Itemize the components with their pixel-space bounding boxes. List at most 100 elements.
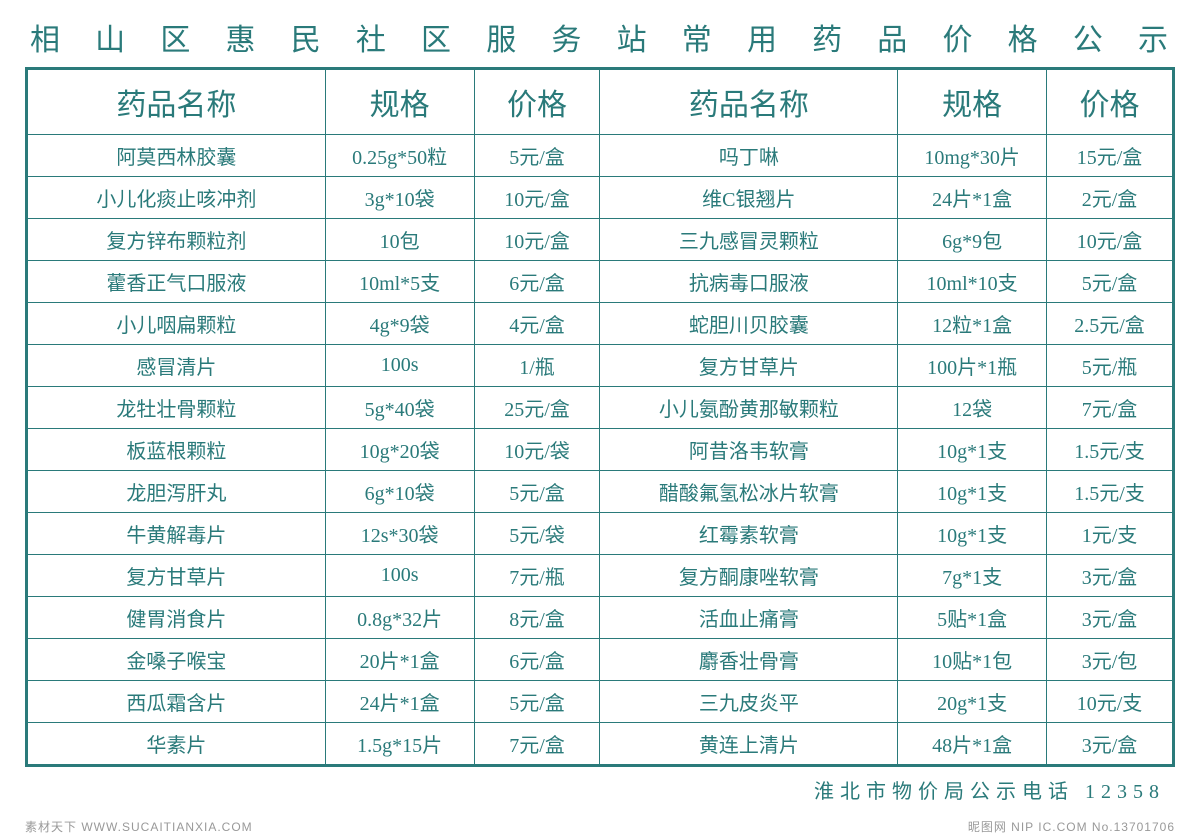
table-row: 阿莫西林胶囊0.25g*50粒5元/盒吗丁啉10mg*30片15元/盒 (28, 135, 1173, 177)
cell-price-right: 2元/盒 (1047, 177, 1173, 219)
cell-name-right: 醋酸氟氢松冰片软膏 (600, 471, 898, 513)
cell-price-right: 3元/盒 (1047, 723, 1173, 765)
table-row: 小儿咽扁颗粒4g*9袋4元/盒蛇胆川贝胶囊12粒*1盒2.5元/盒 (28, 303, 1173, 345)
cell-price-left: 10元/袋 (474, 429, 600, 471)
table-row: 龙牡壮骨颗粒5g*40袋25元/盒小儿氨酚黄那敏颗粒12袋7元/盒 (28, 387, 1173, 429)
cell-spec-left: 0.8g*32片 (325, 597, 474, 639)
cell-price-right: 3元/盒 (1047, 597, 1173, 639)
cell-name-right: 吗丁啉 (600, 135, 898, 177)
cell-price-right: 10元/支 (1047, 681, 1173, 723)
header-spec-right: 规格 (898, 70, 1047, 135)
cell-price-right: 1.5元/支 (1047, 471, 1173, 513)
watermark-left: 素材天下 WWW.SUCAITIANXIA.COM (25, 818, 253, 835)
cell-spec-left: 6g*10袋 (325, 471, 474, 513)
cell-name-right: 三九感冒灵颗粒 (600, 219, 898, 261)
cell-price-right: 3元/盒 (1047, 555, 1173, 597)
table-body: 阿莫西林胶囊0.25g*50粒5元/盒吗丁啉10mg*30片15元/盒小儿化痰止… (28, 135, 1173, 765)
cell-price-right: 3元/包 (1047, 639, 1173, 681)
cell-spec-right: 100片*1瓶 (898, 345, 1047, 387)
cell-name-left: 藿香正气口服液 (28, 261, 326, 303)
cell-spec-left: 10包 (325, 219, 474, 261)
cell-price-left: 8元/盒 (474, 597, 600, 639)
table-row: 西瓜霜含片24片*1盒5元/盒三九皮炎平20g*1支10元/支 (28, 681, 1173, 723)
cell-price-left: 6元/盒 (474, 639, 600, 681)
cell-name-left: 龙胆泻肝丸 (28, 471, 326, 513)
cell-name-right: 抗病毒口服液 (600, 261, 898, 303)
cell-name-right: 麝香壮骨膏 (600, 639, 898, 681)
cell-spec-left: 3g*10袋 (325, 177, 474, 219)
cell-price-right: 10元/盒 (1047, 219, 1173, 261)
cell-price-left: 7元/盒 (474, 723, 600, 765)
table-row: 小儿化痰止咳冲剂3g*10袋10元/盒维C银翘片24片*1盒2元/盒 (28, 177, 1173, 219)
cell-price-left: 10元/盒 (474, 177, 600, 219)
cell-name-left: 牛黄解毒片 (28, 513, 326, 555)
cell-spec-right: 6g*9包 (898, 219, 1047, 261)
cell-name-right: 复方甘草片 (600, 345, 898, 387)
cell-spec-right: 12粒*1盒 (898, 303, 1047, 345)
cell-name-left: 小儿咽扁颗粒 (28, 303, 326, 345)
cell-spec-left: 12s*30袋 (325, 513, 474, 555)
cell-name-right: 黄连上清片 (600, 723, 898, 765)
cell-spec-right: 10g*1支 (898, 429, 1047, 471)
cell-price-left: 7元/瓶 (474, 555, 600, 597)
watermark-right: 昵图网 NIP IC.COM No.13701706 (968, 818, 1175, 835)
cell-name-left: 阿莫西林胶囊 (28, 135, 326, 177)
cell-spec-right: 10g*1支 (898, 471, 1047, 513)
cell-spec-left: 5g*40袋 (325, 387, 474, 429)
cell-price-left: 1/瓶 (474, 345, 600, 387)
cell-spec-right: 5贴*1盒 (898, 597, 1047, 639)
cell-price-left: 5元/盒 (474, 471, 600, 513)
table-row: 健胃消食片0.8g*32片8元/盒活血止痛膏5贴*1盒3元/盒 (28, 597, 1173, 639)
header-name-left: 药品名称 (28, 70, 326, 135)
price-table: 药品名称 规格 价格 药品名称 规格 价格 阿莫西林胶囊0.25g*50粒5元/… (27, 69, 1173, 765)
table-row: 复方甘草片100s7元/瓶复方酮康唑软膏7g*1支3元/盒 (28, 555, 1173, 597)
table-header-row: 药品名称 规格 价格 药品名称 规格 价格 (28, 70, 1173, 135)
cell-price-right: 1.5元/支 (1047, 429, 1173, 471)
cell-spec-left: 1.5g*15片 (325, 723, 474, 765)
cell-name-left: 复方锌布颗粒剂 (28, 219, 326, 261)
cell-spec-left: 10ml*5支 (325, 261, 474, 303)
cell-spec-right: 24片*1盒 (898, 177, 1047, 219)
cell-name-right: 复方酮康唑软膏 (600, 555, 898, 597)
table-row: 龙胆泻肝丸6g*10袋5元/盒醋酸氟氢松冰片软膏10g*1支1.5元/支 (28, 471, 1173, 513)
cell-name-right: 蛇胆川贝胶囊 (600, 303, 898, 345)
footer-text: 淮北市物价局公示电话 12358 (25, 775, 1175, 804)
cell-spec-left: 20片*1盒 (325, 639, 474, 681)
cell-name-left: 健胃消食片 (28, 597, 326, 639)
header-name-right: 药品名称 (600, 70, 898, 135)
header-price-left: 价格 (474, 70, 600, 135)
cell-name-left: 华素片 (28, 723, 326, 765)
cell-name-right: 维C银翘片 (600, 177, 898, 219)
cell-spec-left: 24片*1盒 (325, 681, 474, 723)
header-spec-left: 规格 (325, 70, 474, 135)
cell-price-left: 5元/盒 (474, 681, 600, 723)
table-row: 复方锌布颗粒剂10包10元/盒三九感冒灵颗粒6g*9包10元/盒 (28, 219, 1173, 261)
cell-name-left: 西瓜霜含片 (28, 681, 326, 723)
table-row: 华素片1.5g*15片7元/盒黄连上清片48片*1盒3元/盒 (28, 723, 1173, 765)
cell-spec-right: 20g*1支 (898, 681, 1047, 723)
cell-spec-left: 100s (325, 345, 474, 387)
cell-price-left: 10元/盒 (474, 219, 600, 261)
cell-spec-right: 10g*1支 (898, 513, 1047, 555)
cell-name-left: 龙牡壮骨颗粒 (28, 387, 326, 429)
cell-price-right: 1元/支 (1047, 513, 1173, 555)
cell-price-left: 25元/盒 (474, 387, 600, 429)
cell-name-right: 活血止痛膏 (600, 597, 898, 639)
cell-name-left: 板蓝根颗粒 (28, 429, 326, 471)
cell-name-right: 小儿氨酚黄那敏颗粒 (600, 387, 898, 429)
cell-spec-right: 48片*1盒 (898, 723, 1047, 765)
cell-price-right: 5元/盒 (1047, 261, 1173, 303)
cell-price-right: 15元/盒 (1047, 135, 1173, 177)
cell-name-left: 感冒清片 (28, 345, 326, 387)
cell-spec-right: 12袋 (898, 387, 1047, 429)
cell-price-right: 2.5元/盒 (1047, 303, 1173, 345)
table-row: 感冒清片100s1/瓶复方甘草片100片*1瓶5元/瓶 (28, 345, 1173, 387)
table-row: 金嗓子喉宝20片*1盒6元/盒麝香壮骨膏10贴*1包3元/包 (28, 639, 1173, 681)
cell-spec-left: 4g*9袋 (325, 303, 474, 345)
cell-spec-left: 0.25g*50粒 (325, 135, 474, 177)
table-row: 板蓝根颗粒10g*20袋10元/袋阿昔洛韦软膏10g*1支1.5元/支 (28, 429, 1173, 471)
cell-spec-right: 10贴*1包 (898, 639, 1047, 681)
cell-price-right: 7元/盒 (1047, 387, 1173, 429)
cell-name-right: 阿昔洛韦软膏 (600, 429, 898, 471)
cell-price-left: 6元/盒 (474, 261, 600, 303)
